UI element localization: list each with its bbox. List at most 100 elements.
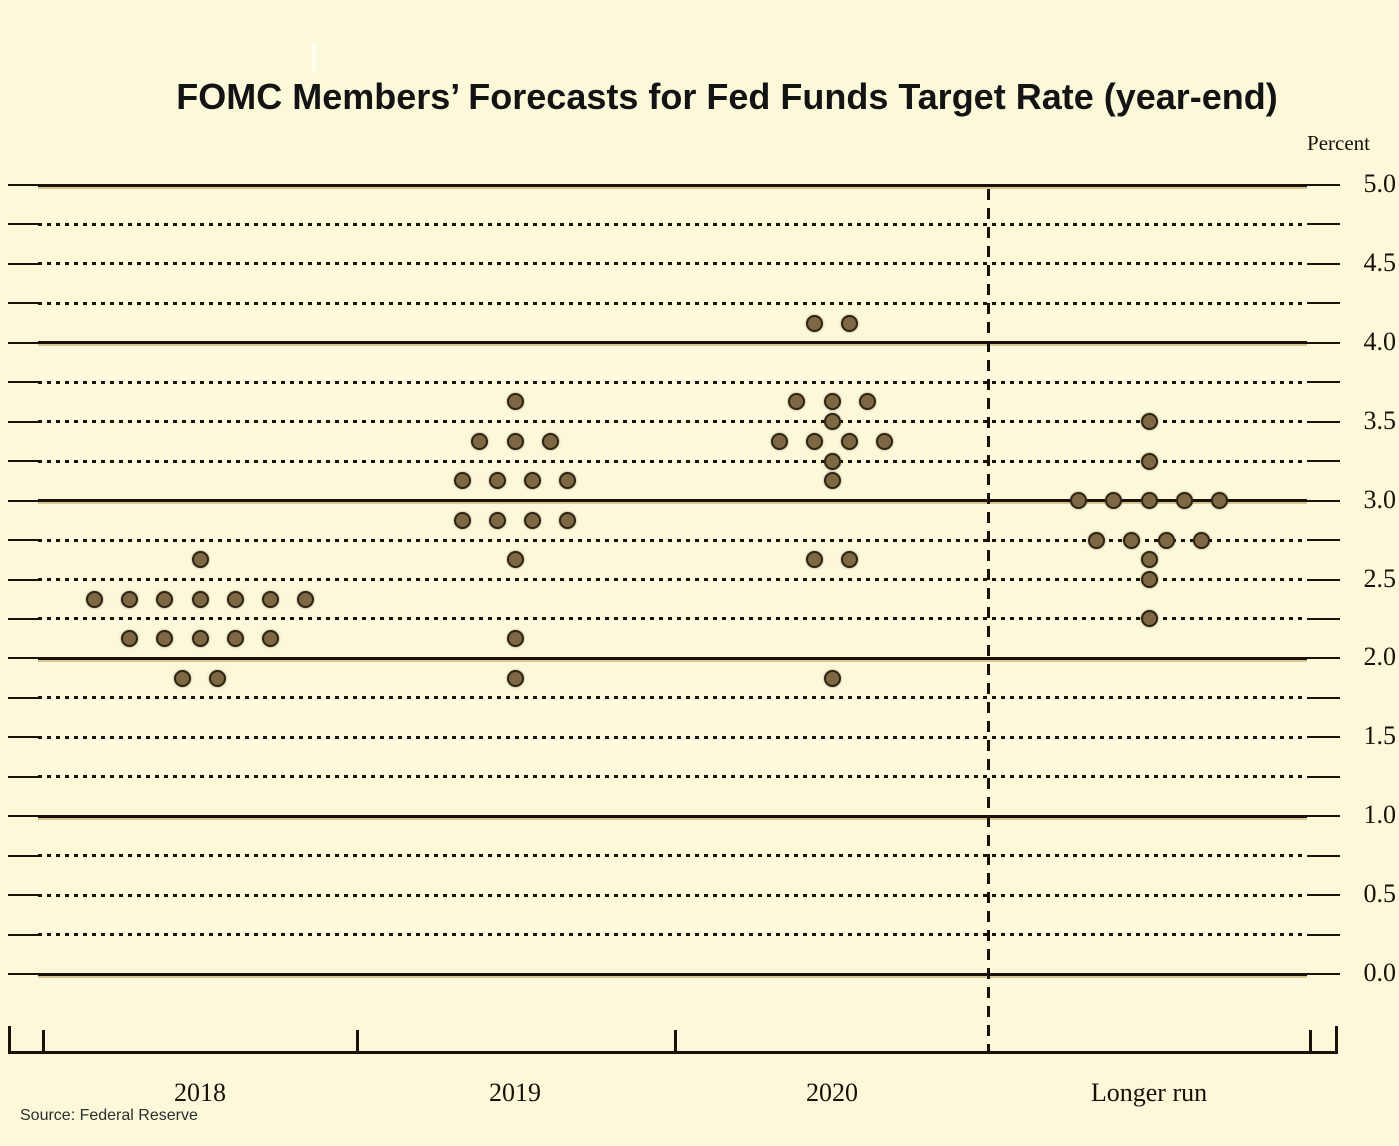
gridline-left-stub — [8, 381, 38, 384]
forecast-dot — [823, 669, 841, 687]
forecast-dot — [262, 590, 280, 608]
forecast-dot — [209, 669, 227, 687]
gridline-dotted — [38, 735, 1307, 739]
forecast-dot — [823, 393, 841, 411]
gridline-left-stub — [8, 815, 38, 818]
forecast-dot — [788, 393, 806, 411]
gridline-dotted — [38, 617, 1307, 621]
forecast-dot — [1158, 531, 1176, 549]
y-tick-label: 2.0 — [1363, 642, 1397, 672]
light-artifact-mark — [312, 42, 316, 72]
gridline-left-stub — [8, 894, 38, 897]
forecast-dot — [1211, 492, 1229, 510]
gridline-right-stub — [1307, 539, 1340, 542]
gridline-dotted — [38, 262, 1307, 266]
forecast-dot — [506, 393, 524, 411]
y-tick-label: 0.5 — [1363, 879, 1397, 909]
gridline-left-stub — [8, 617, 38, 620]
gridline-left-stub — [8, 262, 38, 265]
gridline-left-stub — [8, 420, 38, 423]
gridline-dotted — [38, 775, 1307, 779]
x-category-label: Longer run — [1090, 1078, 1208, 1107]
gridline-right-stub — [1307, 420, 1340, 423]
gridline-left-stub — [8, 578, 38, 581]
forecast-dot — [1140, 571, 1158, 588]
gridline-right-stub — [1307, 973, 1340, 975]
y-tick-label: 5.0 — [1363, 169, 1397, 198]
gridline-solid — [38, 814, 1307, 818]
axis-tick — [8, 1026, 11, 1051]
forecast-dot — [453, 472, 471, 490]
forecast-dot — [453, 511, 471, 529]
gridline-right-stub — [1307, 341, 1340, 344]
y-tick-label: 1.0 — [1363, 800, 1397, 830]
gridline-dotted — [38, 538, 1307, 542]
gridline-dotted — [38, 933, 1307, 937]
forecast-dot — [524, 511, 542, 529]
forecast-dot — [805, 432, 823, 450]
gridline-left-stub — [8, 657, 38, 660]
forecast-dot — [1140, 452, 1158, 470]
gridline-right-stub — [1307, 736, 1340, 739]
axis-tick — [1335, 1026, 1338, 1051]
forecast-dot — [823, 452, 841, 470]
forecast-dot — [191, 630, 209, 648]
forecast-dot — [524, 472, 542, 490]
gridline-right-stub — [1307, 657, 1340, 660]
forecast-dot — [173, 669, 191, 687]
forecast-dot — [120, 590, 138, 608]
forecast-dot — [1069, 492, 1087, 510]
forecast-dot — [805, 314, 823, 332]
gridline-dotted — [38, 420, 1307, 424]
source-note: Source: Federal Reserve — [20, 1107, 198, 1124]
gridline-solid — [38, 341, 1307, 345]
gridline-right-stub — [1307, 381, 1340, 384]
gridline-right-stub — [1307, 499, 1340, 502]
gridline-left-stub — [8, 184, 38, 186]
gridline-solid — [38, 183, 1307, 187]
y-tick-label: 0.0 — [1363, 958, 1397, 987]
gridline-right-stub — [1307, 894, 1340, 897]
forecast-dot — [191, 551, 209, 569]
gridline-left-stub — [8, 973, 38, 975]
axis-tick — [674, 1030, 677, 1051]
y-tick-label: 4.0 — [1363, 326, 1397, 356]
forecast-dot — [488, 511, 506, 529]
gridline-right-stub — [1307, 617, 1340, 620]
forecast-dot — [841, 314, 859, 332]
gridline-left-stub — [8, 696, 38, 699]
forecast-dot — [506, 630, 524, 648]
axis-tick — [1309, 1030, 1312, 1051]
forecast-dot — [226, 630, 244, 648]
forecast-dot — [1105, 492, 1123, 510]
forecast-dot — [85, 590, 103, 608]
forecast-dot — [770, 432, 788, 450]
forecast-dot — [559, 472, 577, 490]
gridline-right-stub — [1307, 933, 1340, 936]
forecast-dot — [1140, 492, 1158, 510]
axis-tick — [356, 1030, 359, 1051]
chart-title: FOMC Members’ Forecasts for Fed Funds Ta… — [176, 76, 1278, 117]
x-category-label: 2018 — [174, 1078, 226, 1107]
forecast-dot — [1140, 413, 1158, 431]
category-divider-dashed-line — [987, 189, 990, 1051]
forecast-dot — [226, 590, 244, 608]
gridline-solid — [38, 972, 1307, 976]
gridline-dotted — [38, 696, 1307, 700]
y-tick-label: 1.5 — [1363, 721, 1397, 751]
gridline-solid — [38, 656, 1307, 660]
forecast-dot — [156, 590, 174, 608]
gridline-left-stub — [8, 460, 38, 463]
gridline-right-stub — [1307, 775, 1340, 778]
forecast-dot — [541, 432, 559, 450]
x-category-label: 2020 — [806, 1078, 858, 1107]
gridline-right-stub — [1307, 696, 1340, 699]
y-tick-label: 2.5 — [1363, 563, 1397, 593]
gridline-left-stub — [8, 341, 38, 344]
forecast-dot — [506, 432, 524, 450]
forecast-dot — [1087, 531, 1105, 549]
y-tick-label: 4.5 — [1363, 247, 1397, 277]
forecast-dot — [506, 551, 524, 569]
x-axis-line — [8, 1051, 1338, 1054]
